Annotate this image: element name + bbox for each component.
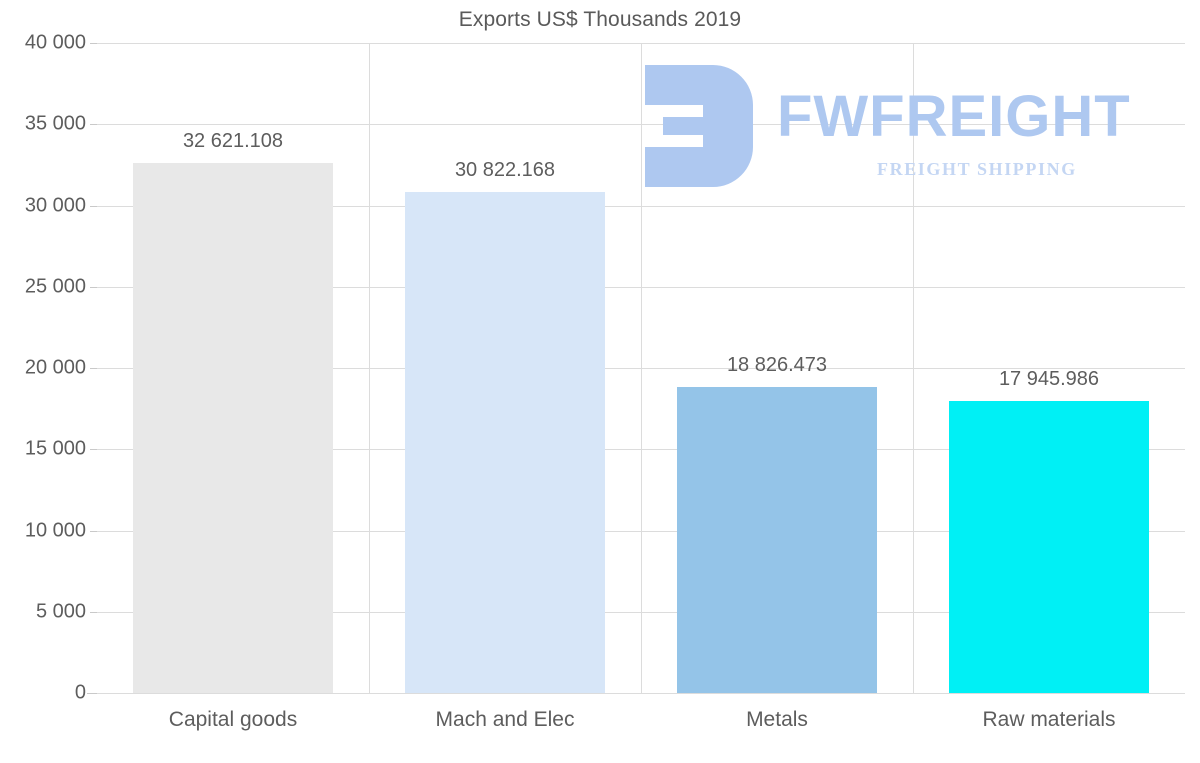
x-axis-category-label: Mach and Elec [435,708,575,731]
gridline-vertical [369,43,370,694]
plot-area: 32 621.108 30 822.168 18 826.473 17 945.986 [87,43,1185,694]
bar-value-label: 18 826.473 [726,354,828,377]
y-axis-tick-label: 35 000 [24,112,86,135]
gridline-vertical [641,43,642,694]
y-axis-tick-label: 40 000 [24,31,86,54]
y-axis-tick [90,449,97,451]
x-axis-category-label: Raw materials [982,708,1116,731]
bar[interactable] [949,401,1149,693]
x-axis-labels: Capital goods Mach and Elec Metals Raw mate… [97,700,1185,750]
bar-value-label: 17 945.986 [998,368,1100,391]
y-axis-tick [90,286,97,288]
bar[interactable] [405,192,605,693]
y-axis-tick-label: 15 000 [24,437,86,460]
y-axis-labels: 0 5 000 10 000 15 000 20 000 25 000 30 000 35 0… [0,32,86,704]
y-axis-tick [90,611,97,613]
y-axis-tick-label: 25 000 [24,275,86,298]
bar-value-label: 32 621.108 [182,129,284,152]
y-axis-tick [90,530,97,532]
y-axis-tick-label: 0 [74,681,86,704]
y-axis-tick-label: 20 000 [24,356,86,379]
x-axis-category-label: Metals [746,708,808,731]
y-axis-tick-label: 10 000 [24,519,86,541]
bar-value-label: 30 822.168 [454,159,556,182]
x-axis-category-label: Capital goods [168,708,298,731]
y-axis-tick [90,368,97,369]
y-axis-tick [90,693,97,694]
gridline-vertical [913,43,914,694]
y-axis-tick-label: 5 000 [35,600,86,623]
y-axis-tick [90,124,97,126]
chart-title: Exports US$ Thousands 2019 [458,8,742,31]
y-axis-tick-label: 30 000 [24,194,86,216]
bar[interactable] [677,387,877,693]
y-axis-tick [90,43,97,44]
y-axis-tick [90,205,97,207]
bar[interactable] [133,162,333,693]
